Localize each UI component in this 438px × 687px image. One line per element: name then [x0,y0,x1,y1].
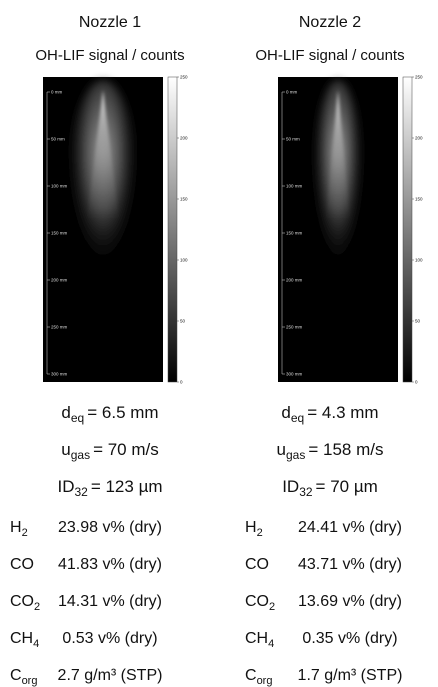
colorbar [167,76,178,383]
plume-core [87,90,119,220]
species-value: 2.7 g/m³ (STP) [58,667,163,684]
scale-tick-label: 100 mm [51,184,68,189]
species-name: CO [10,556,34,573]
scale-tick-label: 50 mm [286,137,300,142]
scale-tick-label: 300 mm [286,372,303,377]
species-value: 0.35 v% (dry) [302,630,397,647]
scale-tick-label: 150 mm [51,231,68,236]
subscript: 2 [269,601,275,613]
colorbar-tick-label: 100 [180,258,188,263]
subscript: eq [291,411,304,425]
parameter-value: = 70 m/s [93,440,159,459]
scale-tick-label: 0 mm [51,90,63,95]
symbol: ID [282,477,299,496]
species: CO2 [245,593,275,613]
symbol: ID [57,477,74,496]
species-name: CO [245,593,269,610]
species-name: C [245,667,257,684]
species-value: 13.69 v% (dry) [298,593,402,610]
plume-core [326,90,350,220]
panel-title: Nozzle 1 [79,14,141,31]
species-name: C [10,667,22,684]
parameter: ugas = 158 m/s [277,440,384,462]
species-name: CO [245,556,269,573]
parameter: deq = 4.3 mm [281,403,378,425]
species: CH4 [245,630,274,650]
species-value: 43.71 v% (dry) [298,556,402,573]
subscript: 2 [34,601,40,613]
scale-tick-label: 250 mm [286,325,303,330]
species-value: 0.53 v% (dry) [62,630,157,647]
species-name: H [10,519,22,536]
subscript: gas [71,448,90,462]
colorbar-tick-label: 0 [180,380,183,385]
species: H2 [10,519,28,539]
species-value: 23.98 v% (dry) [58,519,162,536]
parameter: ID32 = 123 µm [57,477,162,499]
symbol: d [61,403,70,422]
species-name: CH [245,630,268,647]
species-value: 1.7 g/m³ (STP) [298,667,403,684]
colorbar-tick-label: 50 [415,319,421,324]
colorbar-tick-label: 150 [180,197,188,202]
colorbar-tick-label: 200 [415,136,423,141]
scale-tick-label: 150 mm [286,231,303,236]
species-value: 24.41 v% (dry) [298,519,402,536]
colorbar-tick-label: 250 [415,75,423,80]
symbol: u [61,440,70,459]
species: CO [245,556,269,573]
species: Corg [245,667,272,687]
symbol: d [281,403,290,422]
species: CO2 [10,593,40,613]
subscript: 2 [257,527,263,539]
subscript: 4 [268,638,274,650]
parameter: ugas = 70 m/s [61,440,159,462]
subscript: gas [286,448,305,462]
species: Corg [10,667,37,687]
scale-tick-label: 50 mm [51,137,65,142]
species-name: H [245,519,257,536]
scale-tick-label: 250 mm [51,325,68,330]
parameter-value: = 70 µm [316,477,378,496]
species-name: CO [10,593,34,610]
scale-tick-label: 200 mm [286,278,303,283]
colorbar-tick-label: 150 [415,197,423,202]
species-name: CH [10,630,33,647]
parameter: ID32 = 70 µm [282,477,378,499]
colorbar-tick-label: 200 [180,136,188,141]
panel-title: Nozzle 2 [299,14,361,31]
panel: Nozzle 1 OH-LIF signal / counts 0 mm 50 mm 1… [10,14,188,687]
colorbar [402,76,413,383]
symbol: u [277,440,286,459]
subscript: 4 [33,638,39,650]
subscript: eq [71,411,84,425]
species-value: 14.31 v% (dry) [58,593,162,610]
scale-tick-label: 200 mm [51,278,68,283]
panel: Nozzle 2 OH-LIF signal / counts 0 mm 50 mm 1… [245,14,423,687]
scale-tick-label: 100 mm [286,184,303,189]
subscript: 32 [74,485,88,499]
scale-tick-label: 300 mm [51,372,68,377]
colorbar-tick-label: 250 [180,75,188,80]
subscript: 32 [299,485,313,499]
species: H2 [245,519,263,539]
species: CH4 [10,630,39,650]
image-label: OH-LIF signal / counts [35,47,184,64]
subscript: org [22,675,38,687]
colorbar-tick-label: 50 [180,319,186,324]
parameter: deq = 6.5 mm [61,403,158,425]
scale-tick-label: 0 mm [286,90,298,95]
subscript: 2 [22,527,28,539]
image-label: OH-LIF signal / counts [255,47,404,64]
parameter-value: = 4.3 mm [307,403,378,422]
parameter-value: = 6.5 mm [87,403,158,422]
species: CO [10,556,34,573]
colorbar-tick-label: 0 [415,380,418,385]
parameter-value: = 158 m/s [308,440,383,459]
parameter-value: = 123 µm [91,477,163,496]
subscript: org [257,675,273,687]
species-value: 41.83 v% (dry) [58,556,162,573]
colorbar-tick-label: 100 [415,258,423,263]
